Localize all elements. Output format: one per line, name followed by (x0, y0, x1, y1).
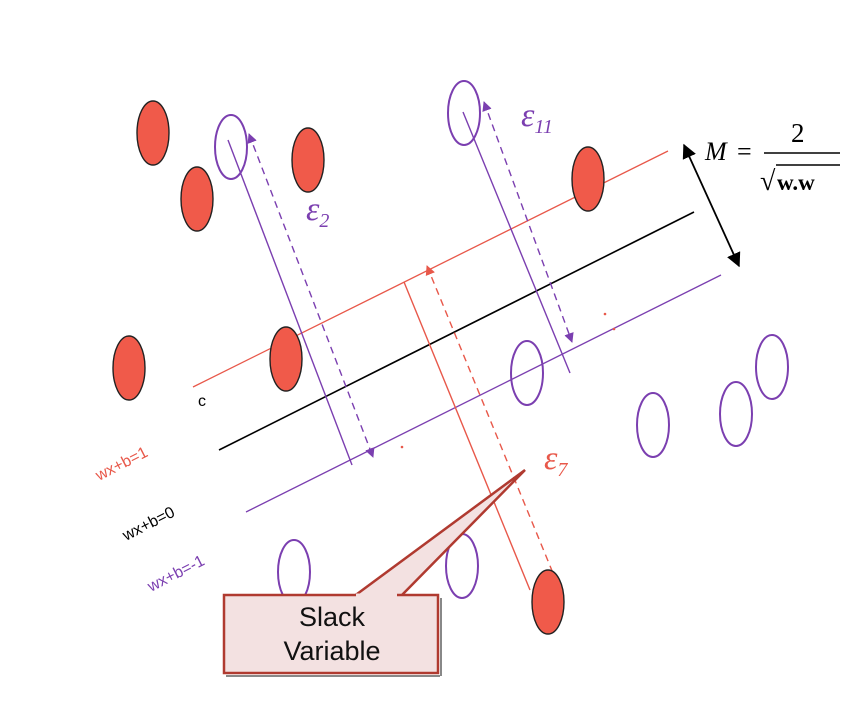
red-point (572, 147, 604, 211)
red-point (270, 327, 302, 391)
plane-positive-label: wx+b=1 (92, 444, 151, 485)
eps2-label: ε2 (306, 191, 329, 232)
slack-variable-callout: Slack Variable (226, 597, 438, 673)
margin-formula: M = 2 √ w.w (704, 118, 840, 197)
margin-symbol: M (704, 137, 728, 166)
red-point (181, 167, 213, 231)
eps2-solid-line (228, 140, 352, 465)
purple-point (637, 393, 669, 457)
eps11-label: ε11 (521, 97, 553, 138)
stray-dot (613, 328, 616, 331)
red-point (113, 336, 145, 400)
stray-dot (604, 313, 607, 316)
purple-point (720, 382, 752, 446)
plane-zero-label: wx+b=0 (119, 504, 178, 545)
purple-point (511, 341, 543, 405)
margin-numerator: 2 (791, 118, 805, 148)
eps7-solid-line (404, 282, 530, 590)
red-point (292, 128, 324, 192)
point-c-label: c (198, 393, 206, 410)
sqrt-symbol: √ (760, 166, 776, 197)
eps7-label: ε7 (544, 440, 568, 481)
margin-equals: = (737, 137, 752, 166)
eps11-solid-line (463, 112, 570, 373)
eps11-dashed-arrow (484, 102, 572, 342)
callout-line1: Slack (299, 601, 365, 635)
callout-line2: Variable (283, 635, 380, 669)
purple-point (756, 335, 788, 399)
stray-dot (401, 446, 404, 449)
red-point (532, 570, 564, 634)
plane-negative-label: wx+b=-1 (144, 553, 207, 597)
red-point (137, 101, 169, 165)
margin-denominator: w.w (777, 170, 815, 195)
callout-pointer (353, 470, 525, 597)
